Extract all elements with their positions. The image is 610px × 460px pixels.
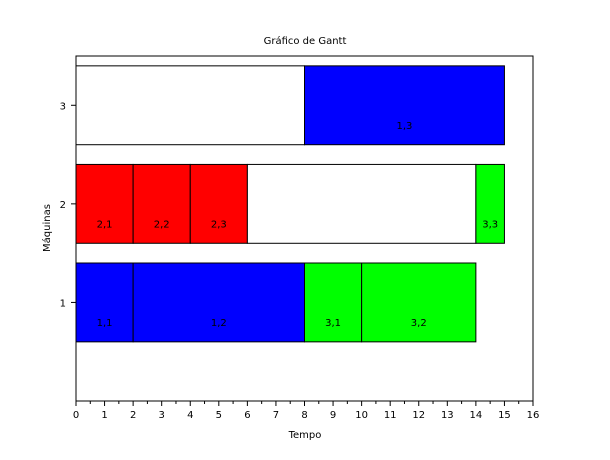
gantt-bar-label: 3,2 <box>411 318 427 329</box>
x-tick-label: 3 <box>159 410 165 421</box>
x-tick-label: 0 <box>73 410 79 421</box>
gantt-bar-label: 1,3 <box>397 121 413 132</box>
gantt-bar-m2-3 <box>246 163 477 244</box>
gantt-bar-label: 1,1 <box>97 318 113 329</box>
x-tick-label: 15 <box>498 410 511 421</box>
x-tick-label: 6 <box>244 410 250 421</box>
x-tick-label: 16 <box>527 410 540 421</box>
gantt-bar-label: 2,3 <box>211 220 227 231</box>
x-tick-label: 4 <box>187 410 193 421</box>
chart-title: Gráfico de Gantt <box>264 35 347 47</box>
y-axis: 1 2 3 <box>60 101 76 309</box>
x-tick-label: 12 <box>412 410 425 421</box>
gantt-bar-label: 1,2 <box>211 318 227 329</box>
gantt-bar-label: 2,2 <box>154 220 170 231</box>
y-tick-label: 3 <box>60 101 66 112</box>
gantt-bar-m2-2 <box>189 163 248 244</box>
x-tick-label: 5 <box>216 410 222 421</box>
x-tick-label: 10 <box>355 410 368 421</box>
gantt-bar-m1-3 <box>361 262 477 343</box>
gantt-bar-m1-2 <box>304 262 363 343</box>
x-axis-label: Tempo <box>288 430 322 441</box>
y-tick-label: 2 <box>60 200 66 211</box>
y-axis-label: Máquinas <box>41 204 53 252</box>
bars-layer <box>75 65 505 343</box>
bar-labels-layer: 1,1 1,2 3,1 3,2 2,1 2,2 2,3 3,3 1,3 <box>97 121 499 329</box>
x-axis: 0 1 2 3 4 5 6 7 8 9 10 11 12 13 14 15 16 <box>73 400 540 421</box>
gantt-bar-m2-1 <box>132 163 191 244</box>
x-tick-label: 8 <box>301 410 307 421</box>
gantt-bar-m2-4 <box>475 163 505 244</box>
gantt-bar-m1-1 <box>132 262 305 343</box>
gantt-bar-m2-0 <box>75 163 134 244</box>
x-tick-label: 7 <box>273 410 279 421</box>
gantt-bar-label: 3,3 <box>482 220 498 231</box>
x-tick-label: 1 <box>101 410 107 421</box>
x-tick-label: 11 <box>384 410 397 421</box>
y-tick-label: 1 <box>60 298 66 309</box>
x-tick-label: 14 <box>470 410 483 421</box>
x-tick-label: 2 <box>130 410 136 421</box>
gantt-bar-m3-0 <box>75 65 305 146</box>
gantt-bar-label: 3,1 <box>325 318 341 329</box>
x-tick-label: 9 <box>330 410 336 421</box>
x-tick-label: 13 <box>441 410 454 421</box>
gantt-bar-m3-1 <box>304 65 505 146</box>
gantt-bar-label: 2,1 <box>97 220 113 231</box>
gantt-bar-m1-0 <box>75 262 134 343</box>
